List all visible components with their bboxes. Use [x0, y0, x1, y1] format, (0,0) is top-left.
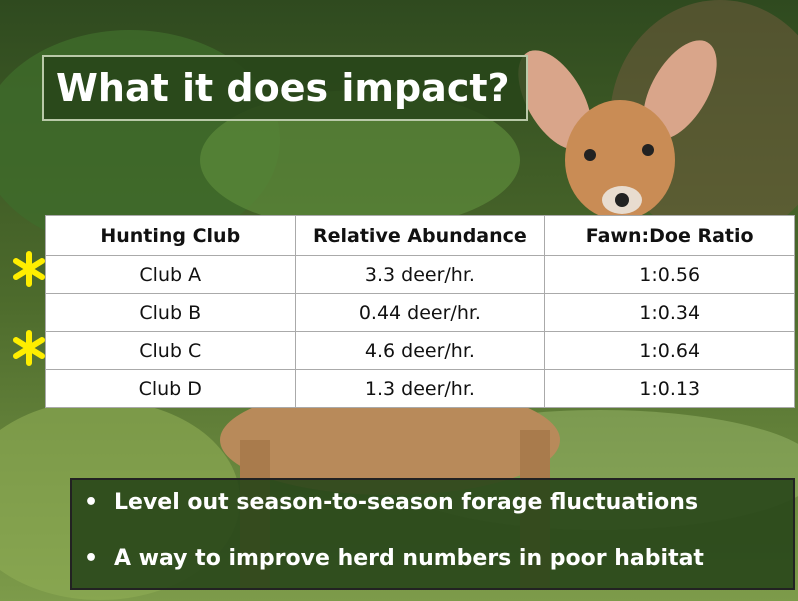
cell: Club C: [46, 332, 296, 370]
bullet-text: A way to improve herd numbers in poor ha…: [114, 546, 704, 571]
table-row: Club A 3.3 deer/hr. 1:0.56: [46, 256, 795, 294]
cell: 1:0.13: [545, 370, 795, 408]
table-row: Club B 0.44 deer/hr. 1:0.34: [46, 294, 795, 332]
header-cell: Fawn:Doe Ratio: [545, 216, 795, 256]
cell: 1:0.64: [545, 332, 795, 370]
table-header: Hunting Club Relative Abundance Fawn:Doe…: [46, 216, 795, 256]
title: What it does impact?: [42, 55, 528, 121]
header-cell: Relative Abundance: [295, 216, 545, 256]
slide: What it does impact? Hunting Club Relati…: [0, 0, 798, 601]
bullet-item: •A way to improve herd numbers in poor h…: [84, 546, 704, 571]
cell: 1:0.56: [545, 256, 795, 294]
cell: 3.3 deer/hr.: [295, 256, 545, 294]
table-row: Club D 1.3 deer/hr. 1:0.13: [46, 370, 795, 408]
cell: 4.6 deer/hr.: [295, 332, 545, 370]
bullet-item: •Level out season-to-season forage fluct…: [84, 490, 698, 515]
cell: 0.44 deer/hr.: [295, 294, 545, 332]
bullet-text: Level out season-to-season forage fluctu…: [114, 490, 698, 515]
cell: 1:0.34: [545, 294, 795, 332]
cell: Club B: [46, 294, 296, 332]
header-cell: Hunting Club: [46, 216, 296, 256]
bullet-box: •Level out season-to-season forage fluct…: [70, 478, 795, 590]
cell: Club D: [46, 370, 296, 408]
table: Hunting Club Relative Abundance Fawn:Doe…: [45, 215, 795, 408]
cell: Club A: [46, 256, 296, 294]
cell: 1.3 deer/hr.: [295, 370, 545, 408]
table-row: Club C 4.6 deer/hr. 1:0.64: [46, 332, 795, 370]
